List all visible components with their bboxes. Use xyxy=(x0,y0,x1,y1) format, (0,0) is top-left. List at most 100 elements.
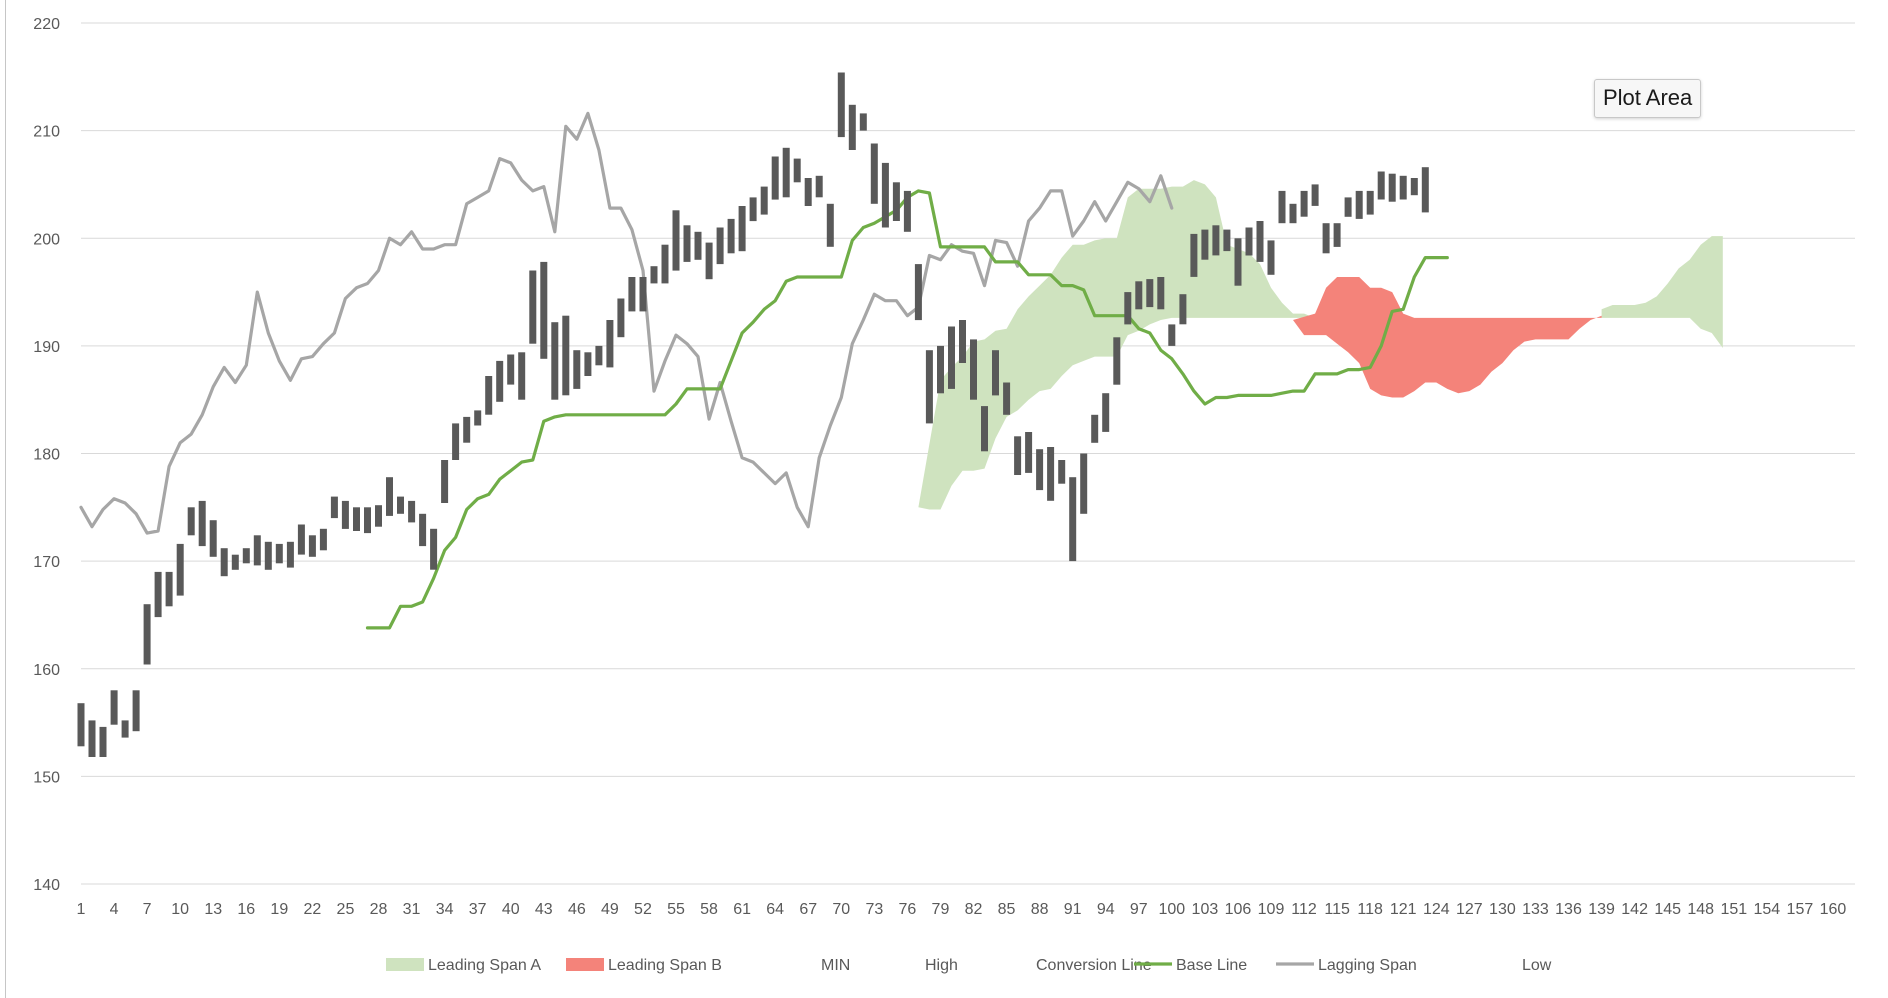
price-bar[interactable] xyxy=(220,548,228,577)
price-bar[interactable] xyxy=(1256,221,1264,262)
price-bar[interactable] xyxy=(77,703,85,747)
price-bar[interactable] xyxy=(1014,436,1022,475)
price-bar[interactable] xyxy=(1168,324,1176,346)
price-bar[interactable] xyxy=(892,182,900,221)
price-bar[interactable] xyxy=(330,496,338,519)
price-bar[interactable] xyxy=(397,496,404,514)
price-bar[interactable] xyxy=(529,270,537,344)
price-bar[interactable] xyxy=(1421,167,1429,213)
price-bar[interactable] xyxy=(705,242,713,280)
price-bar[interactable] xyxy=(815,175,823,198)
price-bar[interactable] xyxy=(1058,460,1066,484)
price-bar[interactable] xyxy=(1157,277,1165,310)
legend-item[interactable]: Leading Span B xyxy=(566,957,722,974)
price-bar[interactable] xyxy=(749,197,757,222)
price-bar[interactable] xyxy=(1003,382,1011,415)
price-bar[interactable] xyxy=(1245,227,1253,256)
price-bar[interactable] xyxy=(639,277,647,312)
price-bar[interactable] xyxy=(430,528,438,570)
price-bar[interactable] xyxy=(231,554,239,570)
price-bar[interactable] xyxy=(837,72,845,138)
price-bar[interactable] xyxy=(452,423,460,460)
price-bar[interactable] xyxy=(595,345,603,366)
leading-span-a-area[interactable] xyxy=(1601,236,1723,348)
price-bar[interactable] xyxy=(804,178,812,206)
price-bar[interactable] xyxy=(264,541,272,570)
price-bar[interactable] xyxy=(584,352,592,376)
price-bar[interactable] xyxy=(870,143,878,204)
price-bar[interactable] xyxy=(485,376,493,415)
price-bar[interactable] xyxy=(187,507,195,536)
legend-item[interactable]: High xyxy=(925,957,958,974)
price-bar[interactable] xyxy=(496,360,504,402)
price-bar[interactable] xyxy=(99,726,107,757)
price-bar[interactable] xyxy=(1102,393,1110,432)
price-bar[interactable] xyxy=(859,113,867,131)
price-bar[interactable] xyxy=(959,320,966,363)
price-bar[interactable] xyxy=(474,410,482,426)
legend[interactable]: Leading Span A Leading Span B MIN High Conve… xyxy=(386,957,1552,974)
price-bar[interactable] xyxy=(694,231,702,260)
price-bar[interactable] xyxy=(1146,279,1154,308)
price-bar[interactable] xyxy=(353,507,360,531)
legend-item[interactable]: MIN xyxy=(821,957,850,974)
price-bar[interactable] xyxy=(441,460,449,503)
price-bar[interactable] xyxy=(540,261,548,359)
price-bar[interactable] xyxy=(683,225,691,262)
price-bar[interactable] xyxy=(1399,175,1407,200)
legend-item[interactable]: Conversion Line xyxy=(1036,957,1152,974)
price-bar[interactable] xyxy=(727,218,735,254)
price-bar[interactable] xyxy=(992,350,999,396)
price-bar[interactable] xyxy=(793,158,801,183)
price-bar[interactable] xyxy=(143,604,151,665)
price-bar[interactable] xyxy=(1036,449,1044,491)
price-bar[interactable] xyxy=(1135,281,1143,310)
price-bar[interactable] xyxy=(275,543,283,564)
price-bar[interactable] xyxy=(760,186,768,215)
price-bar[interactable] xyxy=(1212,225,1220,256)
price-bar[interactable] xyxy=(1234,238,1242,286)
price-bar[interactable] xyxy=(242,548,250,564)
price-bar[interactable] xyxy=(1201,229,1209,260)
price-bar[interactable] xyxy=(375,505,382,527)
legend-item[interactable]: Lagging Span xyxy=(1276,957,1417,974)
price-bar[interactable] xyxy=(297,524,305,555)
price-bar[interactable] xyxy=(1278,190,1286,224)
base-line[interactable] xyxy=(365,189,1449,630)
leading-span-b-area[interactable] xyxy=(1293,277,1602,398)
price-bar[interactable] xyxy=(364,507,371,534)
price-bar[interactable] xyxy=(925,350,933,424)
price-bar[interactable] xyxy=(650,266,658,284)
price-bar[interactable] xyxy=(1267,240,1275,275)
lagging-span-line[interactable] xyxy=(79,111,1174,535)
price-bar[interactable] xyxy=(1179,294,1187,325)
price-bar[interactable] xyxy=(606,320,614,368)
price-bar[interactable] xyxy=(518,352,526,400)
price-bar[interactable] xyxy=(88,720,96,757)
price-bar[interactable] xyxy=(914,264,922,321)
price-bar[interactable] xyxy=(782,147,790,198)
price-bar[interactable] xyxy=(110,690,118,725)
price-bar[interactable] xyxy=(253,535,261,566)
price-bar[interactable] xyxy=(463,416,471,443)
price-bar[interactable] xyxy=(408,500,416,523)
price-bar[interactable] xyxy=(1344,197,1352,217)
price-bar[interactable] xyxy=(970,339,977,400)
price-bar[interactable] xyxy=(1300,190,1308,217)
legend-item[interactable]: Base Line xyxy=(1134,957,1247,974)
price-bar[interactable] xyxy=(1080,453,1088,514)
price-bar[interactable] xyxy=(176,543,184,596)
price-bar[interactable] xyxy=(738,206,746,252)
price-bar[interactable] xyxy=(341,500,349,529)
price-bar[interactable] xyxy=(1223,229,1231,252)
price-bar[interactable] xyxy=(771,156,779,200)
price-bar[interactable] xyxy=(1388,173,1396,202)
legend-item[interactable]: Low xyxy=(1522,957,1552,974)
price-bar[interactable] xyxy=(132,690,140,732)
price-bar[interactable] xyxy=(209,520,217,557)
price-bar[interactable] xyxy=(419,513,427,547)
price-bar[interactable] xyxy=(121,720,129,738)
price-bar[interactable] xyxy=(551,322,559,400)
price-bar[interactable] xyxy=(1289,203,1297,224)
